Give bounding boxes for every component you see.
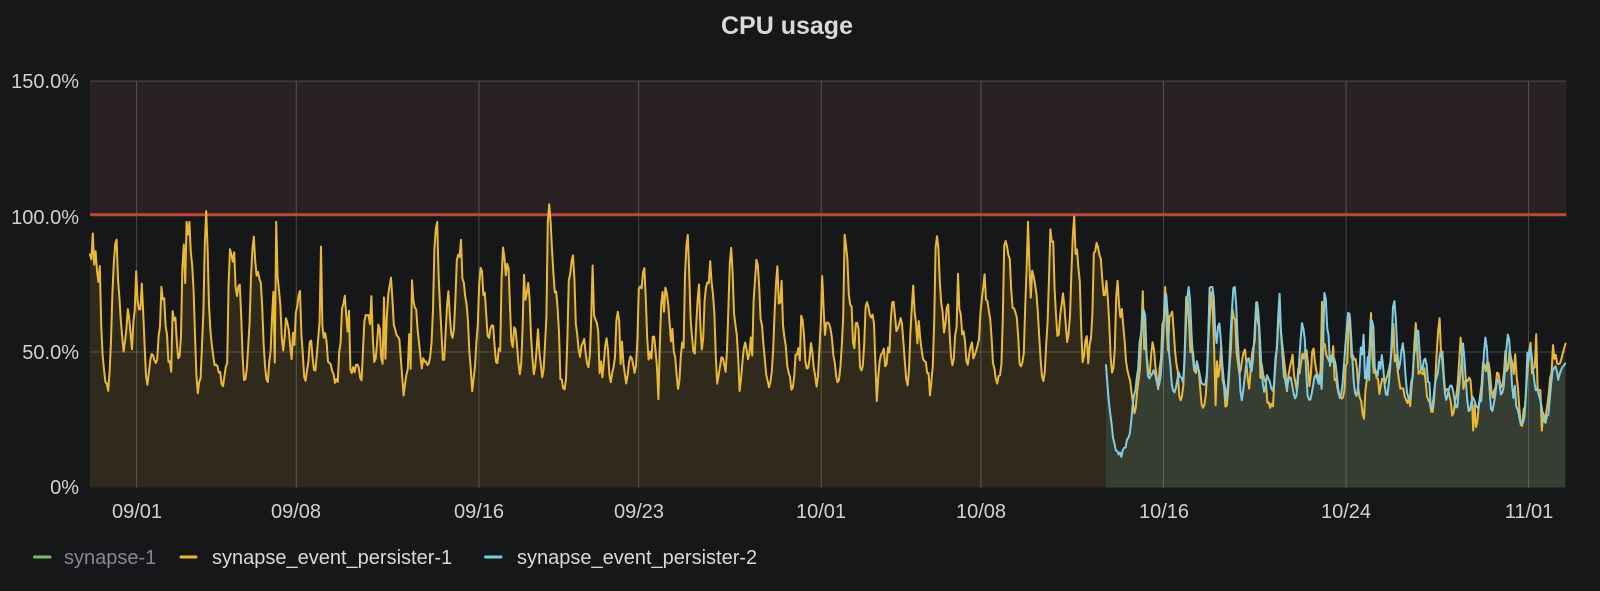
svg-text:10/08: 10/08 <box>956 501 1006 523</box>
svg-text:10/01: 10/01 <box>796 501 846 523</box>
svg-text:09/16: 09/16 <box>454 501 504 523</box>
svg-text:09/08: 09/08 <box>271 501 321 523</box>
svg-text:CPU usage: CPU usage <box>721 12 853 40</box>
svg-text:50.0%: 50.0% <box>22 342 79 364</box>
svg-text:100.0%: 100.0% <box>11 207 79 229</box>
svg-text:synapse-1: synapse-1 <box>64 547 156 569</box>
svg-text:09/23: 09/23 <box>614 501 664 523</box>
svg-text:11/01: 11/01 <box>1505 501 1554 523</box>
svg-text:0%: 0% <box>50 477 79 499</box>
svg-text:10/16: 10/16 <box>1139 501 1189 523</box>
svg-text:150.0%: 150.0% <box>11 71 79 93</box>
svg-text:09/01: 09/01 <box>112 501 162 523</box>
svg-text:10/24: 10/24 <box>1321 501 1371 523</box>
svg-text:synapse_event_persister-2: synapse_event_persister-2 <box>517 547 757 569</box>
svg-text:synapse_event_persister-1: synapse_event_persister-1 <box>212 547 452 569</box>
